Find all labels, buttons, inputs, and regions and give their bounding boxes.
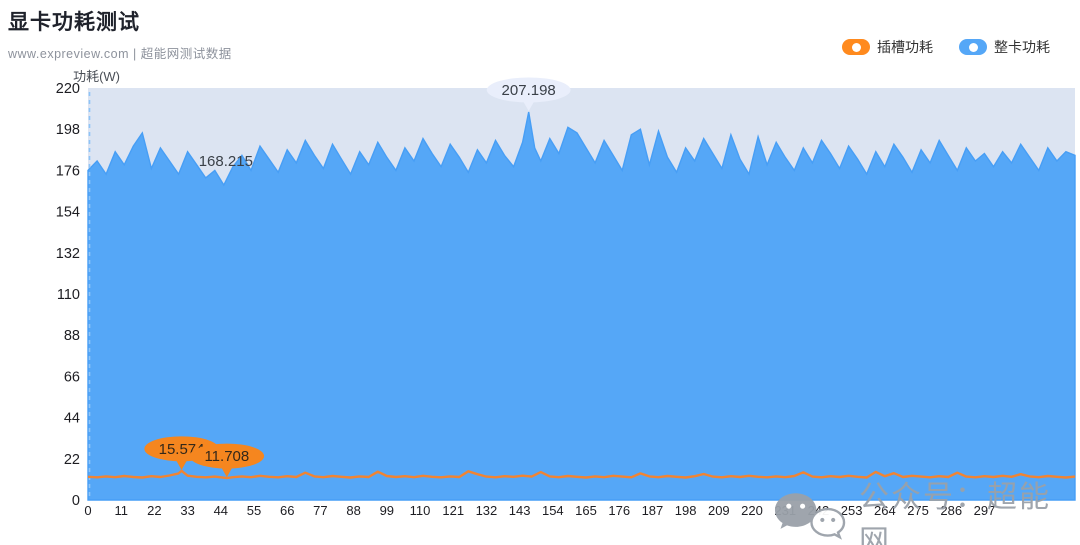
x-axis-tick-label: 275	[907, 503, 929, 518]
y-axis-tick-label: 22	[64, 452, 80, 468]
x-axis-tick-label: 176	[608, 503, 630, 518]
x-axis-tick-label: 297	[974, 503, 996, 518]
y-axis-tick-label: 154	[56, 205, 80, 221]
blue-series-marker-icon	[959, 39, 987, 55]
min-value-label: 168.215	[199, 153, 253, 170]
y-axis-tick-label: 132	[56, 246, 80, 262]
y-axis-tick-label: 44	[64, 411, 80, 427]
x-axis-tick-label: 286	[940, 503, 962, 518]
x-axis-tick-label: 22	[147, 503, 161, 518]
x-axis-tick-label: 44	[214, 503, 228, 518]
orange-series-marker-icon	[842, 39, 870, 55]
legend-item-label: 插槽功耗	[877, 39, 933, 55]
x-axis-tick-label: 187	[642, 503, 664, 518]
y-axis-tick-label: 198	[56, 122, 80, 138]
x-axis-tick-label: 154	[542, 503, 564, 518]
y-axis-tick-label: 220	[56, 81, 80, 97]
x-axis-tick-label: 132	[476, 503, 498, 518]
page-subtitle: www.expreview.com | 超能网测试数据	[8, 47, 232, 61]
min-value-label: 11.708	[204, 448, 249, 465]
legend-item-slot-power[interactable]: 插槽功耗	[842, 37, 933, 57]
x-axis-tick-label: 88	[346, 503, 360, 518]
x-axis-tick-label: 99	[380, 503, 394, 518]
y-axis-tick-label: 110	[57, 287, 80, 303]
chart-header: 显卡功耗测试 www.expreview.com | 超能网测试数据	[8, 6, 232, 62]
x-axis-tick-label: 209	[708, 503, 730, 518]
x-axis-tick-label: 242	[808, 503, 830, 518]
legend-item-label: 整卡功耗	[994, 39, 1050, 55]
x-axis-tick-label: 231	[774, 503, 796, 518]
x-axis-tick-label: 55	[247, 503, 261, 518]
x-axis-tick-label: 220	[741, 503, 763, 518]
min-pin-bubble	[189, 443, 265, 469]
legend: 插槽功耗 整卡功耗	[842, 37, 1050, 57]
y-axis-tick-label: 66	[64, 369, 80, 385]
x-axis-tick-label: 264	[874, 503, 896, 518]
x-axis-tick-label: 110	[410, 503, 431, 518]
y-axis-tick-label: 88	[64, 328, 80, 344]
max-value-label: 207.198	[502, 82, 556, 99]
y-axis-tick-label: 176	[56, 163, 80, 179]
x-axis-tick-label: 198	[675, 503, 697, 518]
legend-item-total-power[interactable]: 整卡功耗	[959, 37, 1050, 57]
x-axis-tick-label: 143	[509, 503, 531, 518]
page-title: 显卡功耗测试	[8, 11, 140, 34]
x-axis-tick-label: 33	[180, 503, 194, 518]
x-axis-tick-label: 66	[280, 503, 294, 518]
y-axis-tick-label: 0	[72, 493, 80, 509]
x-axis-tick-label: 77	[313, 503, 327, 518]
x-axis-tick-label: 121	[442, 503, 464, 518]
y-axis-unit-label: 功耗(W)	[73, 69, 120, 84]
x-axis-tick-label: 11	[114, 503, 128, 518]
x-axis-tick-label: 0	[84, 503, 91, 518]
series-line-slot-power	[87, 469, 1076, 480]
max-pin-bubble	[486, 77, 571, 103]
series-area-total-power	[87, 111, 1076, 501]
x-axis-tick-label: 253	[841, 503, 863, 518]
x-axis-tick-label: 165	[575, 503, 597, 518]
